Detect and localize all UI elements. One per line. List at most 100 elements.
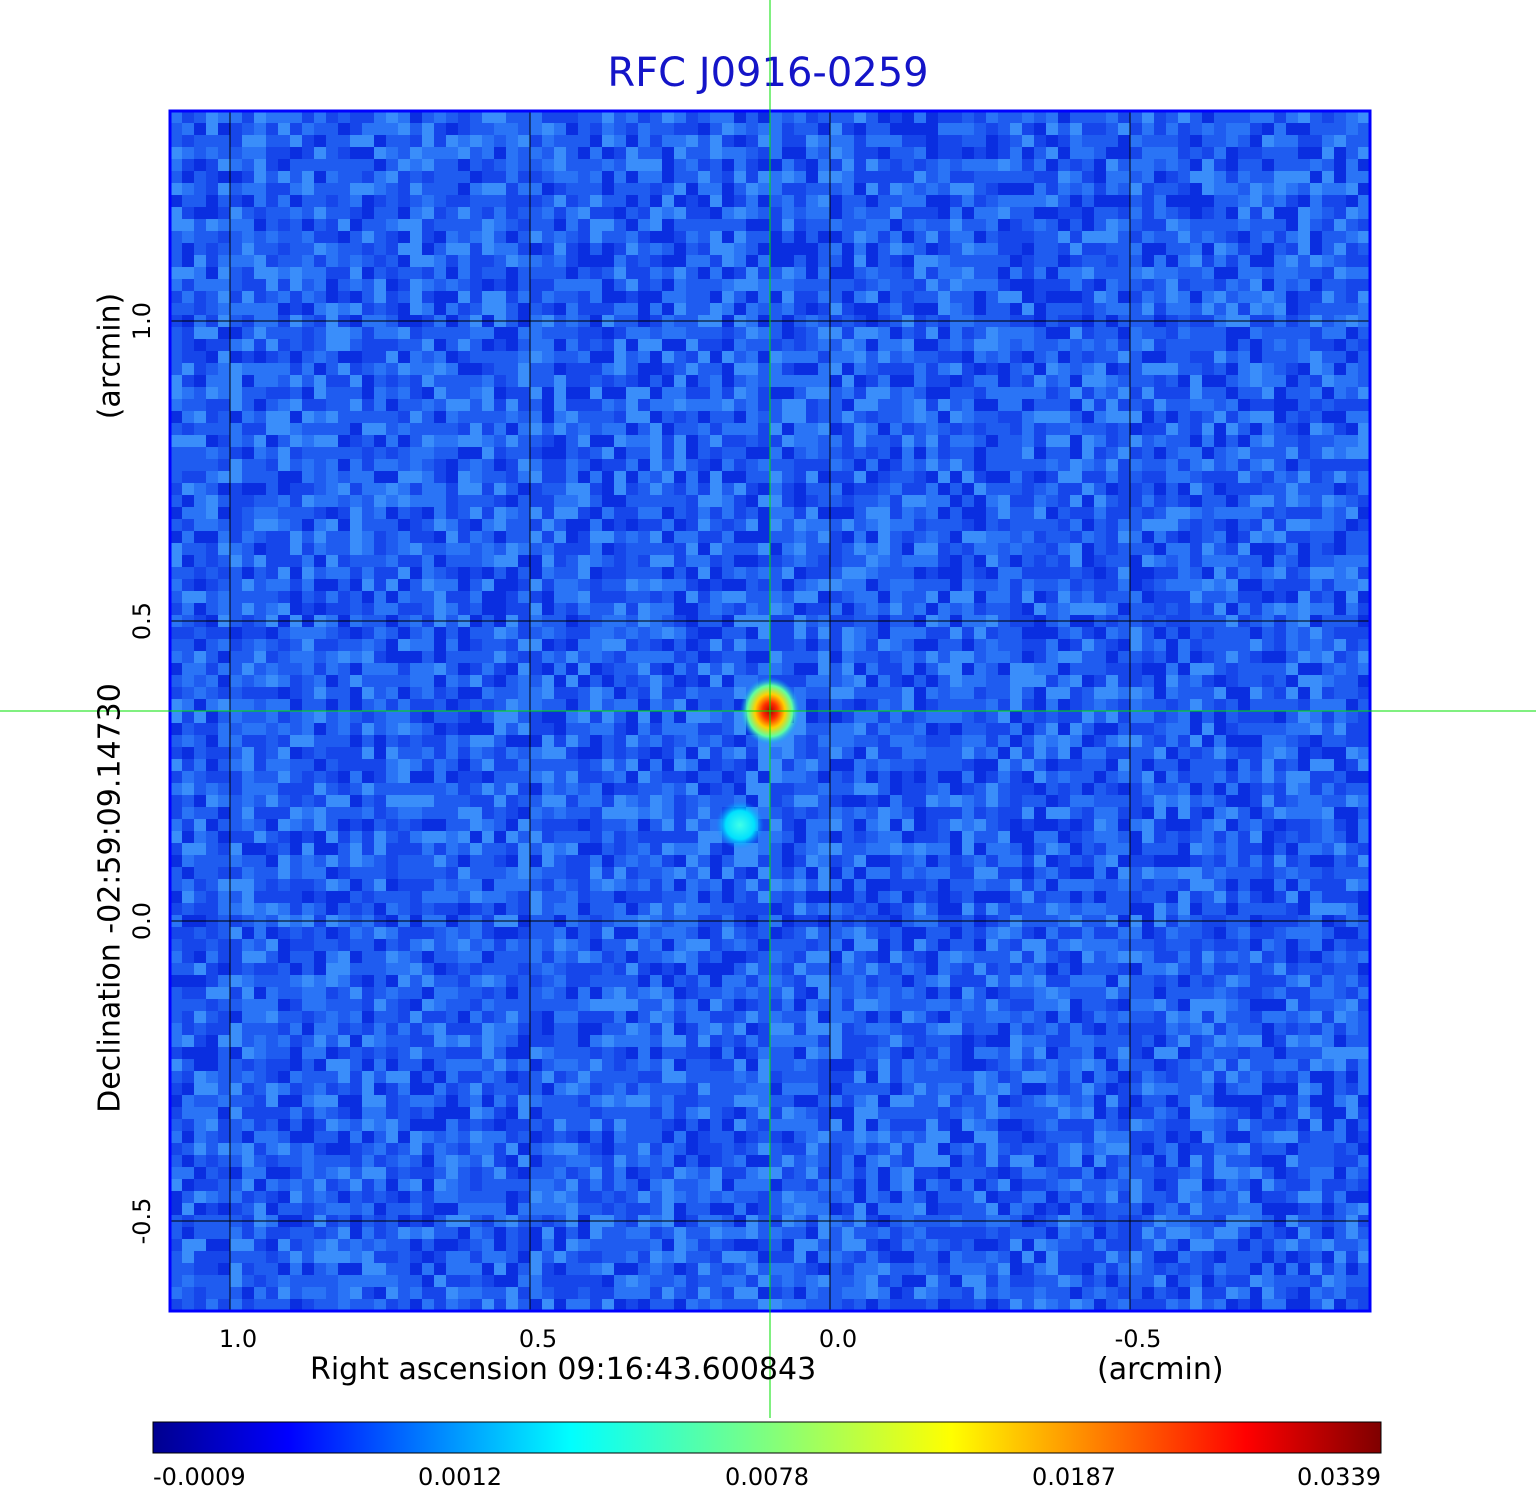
- image-pixel: [1094, 495, 1107, 508]
- image-pixel: [710, 147, 723, 160]
- image-pixel: [662, 351, 675, 364]
- image-pixel: [434, 591, 447, 604]
- image-pixel: [1142, 195, 1155, 208]
- image-pixel: [326, 675, 339, 688]
- image-pixel: [554, 555, 567, 568]
- image-pixel: [1010, 423, 1023, 436]
- image-pixel: [362, 507, 375, 520]
- image-pixel: [1034, 483, 1047, 496]
- image-pixel: [554, 507, 567, 520]
- image-pixel: [254, 423, 267, 436]
- image-pixel: [182, 339, 195, 352]
- image-pixel: [362, 675, 375, 688]
- image-pixel: [746, 159, 759, 172]
- image-pixel: [806, 459, 819, 472]
- image-pixel: [338, 699, 351, 712]
- image-pixel: [974, 339, 987, 352]
- image-pixel: [506, 603, 519, 616]
- image-pixel: [1238, 291, 1251, 304]
- image-pixel: [914, 363, 927, 376]
- image-pixel: [1082, 507, 1095, 520]
- image-pixel: [314, 339, 327, 352]
- image-pixel: [230, 387, 243, 400]
- image-pixel: [830, 243, 843, 256]
- image-pixel: [1226, 603, 1239, 616]
- image-pixel: [770, 423, 783, 436]
- image-pixel: [1214, 123, 1227, 136]
- image-pixel: [722, 255, 735, 268]
- image-pixel: [434, 363, 447, 376]
- image-pixel: [1130, 531, 1143, 544]
- image-pixel: [290, 387, 303, 400]
- image-pixel: [1010, 135, 1023, 148]
- image-pixel: [1346, 567, 1359, 580]
- image-pixel: [722, 351, 735, 364]
- image-pixel: [458, 579, 471, 592]
- image-pixel: [1334, 207, 1347, 220]
- image-pixel: [614, 543, 627, 556]
- image-pixel: [386, 591, 399, 604]
- image-pixel: [1106, 111, 1119, 124]
- image-pixel: [758, 495, 771, 508]
- image-pixel: [722, 303, 735, 316]
- image-pixel: [938, 111, 951, 124]
- image-pixel: [662, 507, 675, 520]
- image-pixel: [902, 219, 915, 232]
- image-pixel: [506, 411, 519, 424]
- image-pixel: [1262, 267, 1275, 280]
- image-pixel: [590, 591, 603, 604]
- image-pixel: [1238, 387, 1251, 400]
- image-pixel: [950, 243, 963, 256]
- image-pixel: [374, 231, 387, 244]
- image-pixel: [938, 687, 951, 700]
- image-pixel: [986, 663, 999, 676]
- image-pixel: [926, 147, 939, 160]
- image-pixel: [482, 699, 495, 712]
- image-pixel: [566, 195, 579, 208]
- image-pixel: [1214, 303, 1227, 316]
- image-pixel: [854, 639, 867, 652]
- image-pixel: [314, 219, 327, 232]
- image-pixel: [1286, 663, 1299, 676]
- image-pixel: [302, 291, 315, 304]
- image-pixel: [770, 507, 783, 520]
- image-pixel: [542, 471, 555, 484]
- image-pixel: [386, 339, 399, 352]
- image-pixel: [338, 663, 351, 676]
- image-pixel: [662, 171, 675, 184]
- image-pixel: [1082, 207, 1095, 220]
- image-pixel: [746, 327, 759, 340]
- image-pixel: [1070, 375, 1083, 388]
- image-pixel: [1106, 687, 1119, 700]
- image-pixel: [1250, 171, 1263, 184]
- image-pixel: [1214, 519, 1227, 532]
- image-pixel: [842, 627, 855, 640]
- image-pixel: [494, 171, 507, 184]
- image-pixel: [1250, 531, 1263, 544]
- image-pixel: [494, 363, 507, 376]
- image-pixel: [530, 351, 543, 364]
- image-pixel: [1190, 255, 1203, 268]
- image-pixel: [1358, 399, 1371, 412]
- image-pixel: [1106, 267, 1119, 280]
- image-pixel: [770, 207, 783, 220]
- image-pixel: [218, 159, 231, 172]
- image-pixel: [902, 183, 915, 196]
- image-pixel: [530, 135, 543, 148]
- image-pixel: [194, 327, 207, 340]
- image-pixel: [578, 663, 591, 676]
- image-pixel: [1322, 423, 1335, 436]
- image-pixel: [986, 387, 999, 400]
- image-pixel: [1094, 519, 1107, 532]
- image-pixel: [1058, 435, 1071, 448]
- image-pixel: [638, 591, 651, 604]
- image-pixel: [1130, 279, 1143, 292]
- image-pixel: [206, 591, 219, 604]
- image-pixel: [950, 207, 963, 220]
- image-pixel: [614, 111, 627, 124]
- image-pixel: [938, 507, 951, 520]
- image-pixel: [1334, 567, 1347, 580]
- image-pixel: [338, 471, 351, 484]
- image-pixel: [410, 327, 423, 340]
- image-pixel: [506, 627, 519, 640]
